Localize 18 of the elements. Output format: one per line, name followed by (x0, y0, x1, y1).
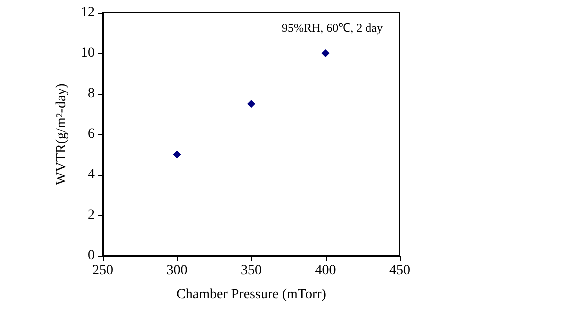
y-tick-label: 0 (88, 248, 95, 264)
point (322, 50, 330, 58)
y-tick-label: 6 (88, 127, 95, 142)
point (248, 100, 256, 108)
x-tick-label: 250 (92, 264, 114, 278)
y-tick-label: 2 (88, 208, 95, 223)
y-tick-label: 8 (88, 86, 95, 102)
y-tick-label: 4 (88, 168, 95, 182)
y-tick-label: 10 (81, 46, 95, 61)
x-tick-label: 450 (390, 264, 410, 278)
annotation: 95%RH, 60℃, 2 day (282, 21, 384, 35)
y-axis-title: WVTR(g/m2-day) (54, 83, 70, 186)
x-tick-label: 300 (166, 264, 188, 278)
point (173, 150, 182, 159)
y-tick-label: 12 (81, 6, 95, 20)
x-axis-title: Chamber Pressure (mTorr) (176, 288, 327, 302)
x-tick-label: 350 (241, 264, 262, 278)
x-tick-label: 400 (315, 264, 336, 278)
